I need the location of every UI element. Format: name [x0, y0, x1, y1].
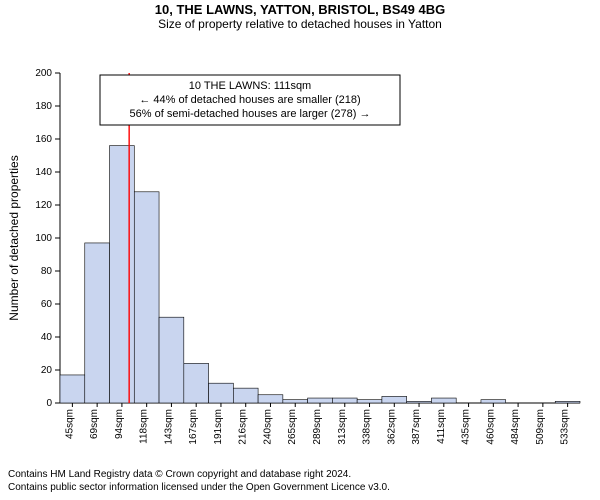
svg-text:120: 120 [35, 200, 52, 211]
svg-text:167sqm: 167sqm [188, 409, 199, 445]
svg-text:362sqm: 362sqm [386, 409, 397, 445]
svg-text:180: 180 [35, 101, 52, 112]
svg-text:509sqm: 509sqm [535, 409, 546, 445]
svg-text:10 THE LAWNS: 111sqm: 10 THE LAWNS: 111sqm [189, 80, 311, 92]
svg-text:200: 200 [35, 68, 52, 79]
svg-text:100: 100 [35, 233, 52, 244]
svg-text:56% of semi-detached houses ar: 56% of semi-detached houses are larger (… [130, 108, 371, 120]
svg-text:411sqm: 411sqm [436, 409, 447, 444]
svg-text:118sqm: 118sqm [139, 409, 150, 444]
footer-line2: Contains public sector information licen… [8, 482, 390, 495]
svg-text:80: 80 [41, 266, 53, 277]
svg-text:40: 40 [41, 332, 53, 343]
svg-text:313sqm: 313sqm [337, 409, 348, 445]
page-title: 10, THE LAWNS, YATTON, BRISTOL, BS49 4BG [0, 0, 600, 17]
svg-text:338sqm: 338sqm [362, 409, 373, 445]
svg-text:191sqm: 191sqm [213, 409, 224, 445]
svg-text:0: 0 [46, 398, 52, 409]
svg-text:69sqm: 69sqm [89, 409, 100, 439]
svg-text:94sqm: 94sqm [114, 409, 125, 439]
svg-text:484sqm: 484sqm [510, 409, 521, 445]
svg-text:← 44% of detached houses are s: ← 44% of detached houses are smaller (21… [139, 94, 360, 106]
svg-text:533sqm: 533sqm [560, 409, 571, 445]
svg-text:20: 20 [41, 365, 53, 376]
svg-text:289sqm: 289sqm [312, 409, 323, 445]
svg-text:460sqm: 460sqm [485, 409, 496, 445]
page-subtitle: Size of property relative to detached ho… [0, 17, 600, 31]
histogram-chart: 0 20 40 60 80 100 120 140 160 180 200 45sqm 69sqm 94s… [0, 31, 600, 451]
svg-text:140: 140 [35, 167, 52, 178]
svg-text:435sqm: 435sqm [461, 409, 472, 445]
svg-text:160: 160 [35, 134, 52, 145]
svg-text:60: 60 [41, 299, 53, 310]
svg-text:216sqm: 216sqm [238, 409, 249, 445]
svg-text:240sqm: 240sqm [262, 409, 273, 445]
footer-attribution: Contains HM Land Registry data © Crown c… [8, 469, 390, 494]
svg-text:387sqm: 387sqm [411, 409, 422, 445]
footer-line1: Contains HM Land Registry data © Crown c… [8, 469, 390, 482]
svg-text:45sqm: 45sqm [64, 409, 75, 439]
svg-text:143sqm: 143sqm [163, 409, 174, 445]
svg-text:265sqm: 265sqm [287, 409, 298, 445]
svg-text:Number of detached properties: Number of detached properties [7, 155, 21, 320]
